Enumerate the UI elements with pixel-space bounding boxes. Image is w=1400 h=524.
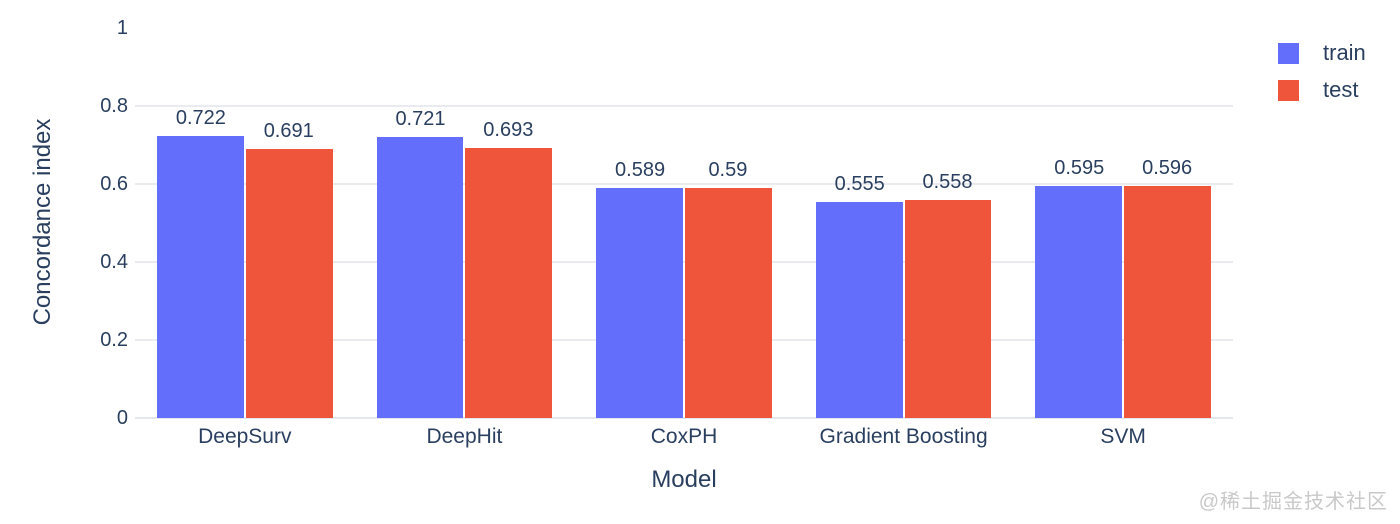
legend-label: test [1323, 77, 1359, 102]
legend-item-train[interactable]: train [1278, 42, 1366, 64]
bar-value-label: 0.691 [263, 119, 314, 142]
bar-test-gradient-boosting[interactable] [904, 200, 992, 418]
bar-test-deepsurv[interactable] [245, 148, 333, 418]
x-tick-label-coxph: CoxPH [650, 425, 718, 448]
bar-value-label: 0.555 [834, 172, 885, 195]
bar-value-label: 0.589 [615, 159, 666, 182]
x-tick-label-deepsurv: DeepSurv [198, 425, 292, 448]
bar-value-label: 0.721 [395, 107, 446, 130]
bar-value-label: 0.595 [1054, 156, 1105, 179]
legend: train test [1278, 42, 1366, 101]
gridline [135, 105, 1233, 107]
gridline [135, 261, 1233, 263]
y-tick-label: 0.8 [100, 95, 128, 117]
x-tick-label-deephit: DeepHit [426, 425, 503, 448]
bar-value-label: 0.59 [708, 158, 748, 181]
legend-label: train [1323, 40, 1366, 65]
bar-value-label: 0.722 [175, 107, 226, 130]
y-tick-label: 1 [116, 17, 128, 39]
y-tick-label: 0.2 [100, 329, 128, 351]
bar-train-coxph[interactable] [596, 188, 683, 418]
legend-swatch-train [1278, 42, 1299, 64]
x-axis-title: Model [651, 466, 717, 493]
bar-value-label: 0.693 [483, 118, 534, 141]
bar-test-coxph[interactable] [685, 187, 772, 418]
y-tick-label: 0.4 [100, 251, 128, 273]
bar-train-deephit[interactable] [376, 136, 464, 418]
bar-test-svm[interactable] [1124, 185, 1212, 418]
x-axis-line [135, 417, 1233, 419]
legend-item-test[interactable]: test [1278, 79, 1366, 101]
watermark: @稀土掘金技术社区 [1198, 491, 1388, 513]
bar-train-gradient-boosting[interactable] [815, 201, 903, 418]
bar-test-deephit[interactable] [465, 147, 553, 418]
bar-value-label: 0.596 [1142, 156, 1193, 179]
x-tick-label-gradient-boosting: Gradient Boosting [819, 425, 988, 448]
gridline [135, 339, 1233, 341]
legend-swatch-test [1278, 79, 1299, 101]
y-tick-label: 0.6 [100, 173, 128, 195]
y-tick-label: 0 [116, 407, 128, 429]
x-tick-label-svm: SVM [1100, 425, 1146, 448]
bar-value-label: 0.558 [922, 171, 973, 194]
bar-train-svm[interactable] [1035, 185, 1123, 418]
gridline [135, 183, 1233, 185]
bar-train-deepsurv[interactable] [156, 136, 244, 418]
